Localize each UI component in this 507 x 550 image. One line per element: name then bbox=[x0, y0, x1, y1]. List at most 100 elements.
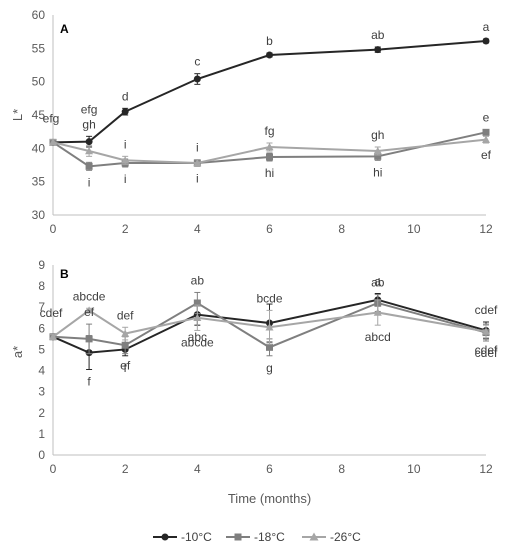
panel-b-label: B bbox=[60, 267, 69, 281]
panel-a-x-tick-label: 10 bbox=[407, 222, 421, 236]
data-point-m18 bbox=[85, 335, 93, 343]
legend-label-m26: -26°C bbox=[330, 530, 361, 544]
panel-a-y-tick-label: 35 bbox=[32, 175, 46, 189]
data-point-m18 bbox=[85, 162, 93, 170]
data-label-m10: cdef bbox=[475, 303, 498, 317]
legend-label-m18: -18°C bbox=[254, 530, 285, 544]
data-label-m26: def bbox=[117, 308, 134, 322]
panel-a-y-tick-label: 50 bbox=[32, 75, 46, 89]
data-label-m10: b bbox=[266, 34, 273, 48]
data-point-m10 bbox=[482, 37, 490, 45]
panel-a-y-tick-label: 30 bbox=[32, 208, 46, 222]
data-label-m10: f bbox=[87, 375, 91, 389]
data-label-m26: abcde bbox=[73, 289, 106, 303]
data-label-m26: fg bbox=[264, 124, 274, 138]
data-label-m26: i bbox=[196, 141, 199, 155]
panel-a-label: A bbox=[60, 22, 69, 36]
panel-b-x-tick-label: 8 bbox=[338, 462, 345, 476]
data-point-m18 bbox=[121, 341, 129, 349]
panel-b-series bbox=[48, 291, 491, 370]
panel-a-x-tick-label: 4 bbox=[194, 222, 201, 236]
data-point-m26 bbox=[265, 142, 274, 151]
data-point-m26 bbox=[481, 135, 491, 143]
data-label-m18: i bbox=[124, 172, 127, 186]
legend: -10°C -18°C -26°C bbox=[153, 530, 361, 544]
data-label-m18: hi bbox=[373, 165, 382, 179]
panel-b-y-tick-label: 0 bbox=[38, 448, 45, 462]
panel-a-x-tick-label: 6 bbox=[266, 222, 273, 236]
data-point-m26 bbox=[85, 306, 94, 314]
data-label-m18: ef bbox=[84, 305, 95, 319]
panel-b-x-tick-label: 10 bbox=[407, 462, 421, 476]
data-label-m26: bcde bbox=[256, 291, 282, 305]
panel-b-x-tick-label: 6 bbox=[266, 462, 273, 476]
data-point-m10 bbox=[374, 46, 382, 54]
data-label-m10: a bbox=[483, 20, 490, 34]
data-label-m18: ab bbox=[191, 273, 205, 287]
legend-item-m26: -26°C bbox=[302, 530, 361, 544]
panel-a-axes: 30 35 40 45 50 55 60 0 2 4 6 8 10 12 bbox=[32, 8, 493, 236]
panel-b-y-tick-label: 3 bbox=[38, 385, 45, 399]
data-point-m26 bbox=[48, 332, 58, 340]
data-label-m26: ef bbox=[481, 148, 492, 162]
data-label-m18: i bbox=[196, 171, 199, 185]
data-point-m26 bbox=[121, 156, 130, 164]
data-label-m26: gh bbox=[371, 128, 384, 142]
panel-b-x-tick-label: 2 bbox=[122, 462, 129, 476]
data-label-m26: abcde bbox=[181, 335, 214, 349]
panel-a-x-tick-label: 12 bbox=[479, 222, 493, 236]
panel-b-y-tick-label: 2 bbox=[38, 406, 45, 420]
data-point-m26 bbox=[373, 146, 382, 155]
panel-a-y-tick-label: 60 bbox=[32, 8, 46, 22]
panel-b-y-tick-label: 7 bbox=[38, 300, 45, 314]
data-point-m26 bbox=[193, 313, 202, 321]
data-point-m26 bbox=[373, 308, 382, 316]
legend-item-m18: -18°C bbox=[226, 530, 285, 544]
panel-b-y-axis-label: a* bbox=[10, 346, 25, 358]
data-point-m10 bbox=[85, 138, 93, 146]
legend-marker-m18 bbox=[234, 533, 242, 541]
data-label-m10: a bbox=[374, 275, 381, 289]
data-label-m18: e bbox=[483, 111, 490, 125]
panel-b-annotations: f f abc a cdef cdef ef ef ab g ab cdef abcde def abcde… bbox=[40, 273, 498, 388]
data-label-m10: efg bbox=[43, 111, 60, 125]
data-label-m18: cdef bbox=[475, 346, 498, 360]
data-point-m10 bbox=[193, 75, 201, 83]
panel-a-y-axis-label: L* bbox=[10, 109, 25, 121]
panel-b-x-tick-label: 12 bbox=[479, 462, 493, 476]
data-point-m26 bbox=[193, 158, 202, 167]
data-point-m26 bbox=[481, 327, 491, 335]
legend-marker-m26 bbox=[309, 532, 319, 541]
data-label-m26: i bbox=[124, 137, 127, 151]
data-label-m18: g bbox=[266, 361, 273, 375]
data-point-m18 bbox=[374, 152, 382, 160]
panel-a-series bbox=[48, 37, 491, 171]
panel-b-x-tick-label: 4 bbox=[194, 462, 201, 476]
data-point-m18 bbox=[482, 128, 490, 136]
data-point-m18 bbox=[266, 153, 273, 161]
data-label-m10: f bbox=[123, 361, 127, 375]
panel-b-y-tick-label: 8 bbox=[38, 279, 45, 293]
data-label-m10: d bbox=[122, 89, 129, 103]
panel-a-x-tick-label: 2 bbox=[122, 222, 129, 236]
data-label-m18: i bbox=[88, 175, 91, 189]
panel-b-y-tick-label: 6 bbox=[38, 321, 45, 335]
panel-b-x-axis-label: Time (months) bbox=[228, 491, 311, 506]
data-point-m10 bbox=[121, 108, 129, 116]
legend-marker-m10 bbox=[161, 533, 169, 541]
data-point-m26 bbox=[85, 146, 94, 155]
data-label-m18: hi bbox=[265, 166, 274, 180]
panel-a-annotations: efg efg gh d c b ab a i i i hi hi e i i fg gh ef bbox=[43, 20, 492, 189]
panel-a-y-tick-label: 40 bbox=[32, 141, 46, 155]
data-label-m18: ab bbox=[371, 276, 385, 290]
data-label-m26: cdef bbox=[475, 343, 498, 357]
panel-a-x-tick-label: 0 bbox=[50, 222, 57, 236]
panel-a-y-tick-label: 45 bbox=[32, 108, 46, 122]
data-label-m10: c bbox=[194, 55, 200, 69]
data-label-m10: abc bbox=[188, 330, 207, 344]
